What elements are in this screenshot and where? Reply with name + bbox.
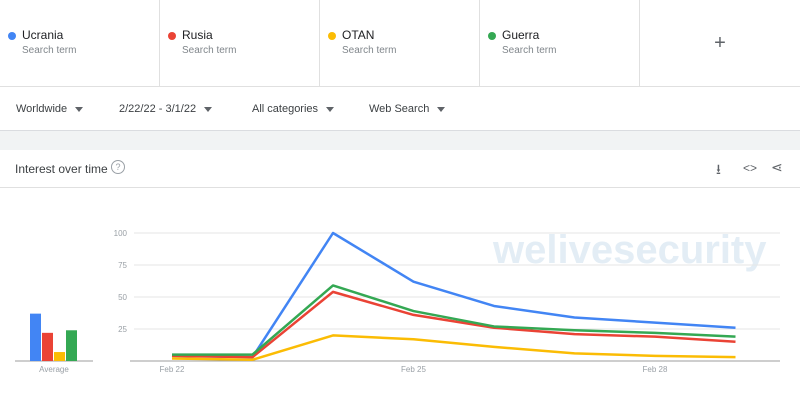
y-tick-label: 50 [118,293,127,302]
category-dropdown[interactable]: All categories [252,103,335,115]
term-card-rusia[interactable]: Rusia Search term [160,0,320,87]
region-label: Worldwide [16,103,68,115]
section-gap [0,131,800,150]
term-type: Search term [22,45,77,56]
property-label: Web Search [369,103,430,115]
filter-bar: Worldwide 2/22/22 - 3/1/22 All categorie… [0,88,800,131]
term-type: Search term [182,45,237,56]
region-dropdown[interactable]: Worldwide [16,103,84,115]
embed-icon[interactable]: <> [743,161,758,175]
date-dropdown[interactable]: 2/22/22 - 3/1/22 [119,103,213,115]
average-label: Average [39,365,69,374]
search-terms-bar: Ucrania Search term Rusia Search term OTAN… [0,0,800,87]
color-dot-icon [8,32,16,40]
term-name: Ucrania [22,28,64,42]
share-icon[interactable]: ⋖ [771,159,783,175]
caret-down-icon [204,106,213,112]
caret-down-icon [75,106,84,112]
term-name: Rusia [182,28,213,42]
y-tick-label: 75 [118,261,127,270]
color-dot-icon [488,32,496,40]
average-bar-rusia [42,332,53,361]
series-line-otan [171,334,736,361]
y-tick-label: 100 [114,229,128,238]
average-bar-guerra [66,330,77,361]
series-line-ucrania [171,231,736,359]
term-type: Search term [342,45,397,56]
caret-down-icon [326,106,335,112]
x-tick-label: Feb 22 [160,365,185,374]
divider [0,187,800,188]
x-tick-label: Feb 28 [643,365,668,374]
average-bar-otan [54,352,65,361]
interest-over-time-card: Interest over time ? ⭳ <> ⋖ [0,150,800,416]
y-tick-label: 25 [118,325,127,334]
average-bar-ucrania [30,313,41,361]
property-dropdown[interactable]: Web Search [369,103,446,115]
add-term-button[interactable]: + [714,31,726,54]
date-label: 2/22/22 - 3/1/22 [119,103,197,115]
term-name: Guerra [502,28,540,42]
caret-down-icon [437,106,446,112]
x-tick-label: Feb 25 [401,365,426,374]
download-icon[interactable]: ⭳ [716,161,721,177]
term-card-otan[interactable]: OTAN Search term [320,0,480,87]
term-card-guerra[interactable]: Guerra Search term [480,0,640,87]
term-type: Search term [502,45,557,56]
term-name: OTAN [342,28,375,42]
card-title: Interest over time [15,162,108,176]
color-dot-icon [168,32,176,40]
category-label: All categories [252,103,319,115]
color-dot-icon [328,32,336,40]
series-line-rusia [171,290,736,359]
term-card-ucrania[interactable]: Ucrania Search term [0,0,160,87]
series-line-guerra [172,284,736,356]
help-icon[interactable]: ? [111,160,125,174]
